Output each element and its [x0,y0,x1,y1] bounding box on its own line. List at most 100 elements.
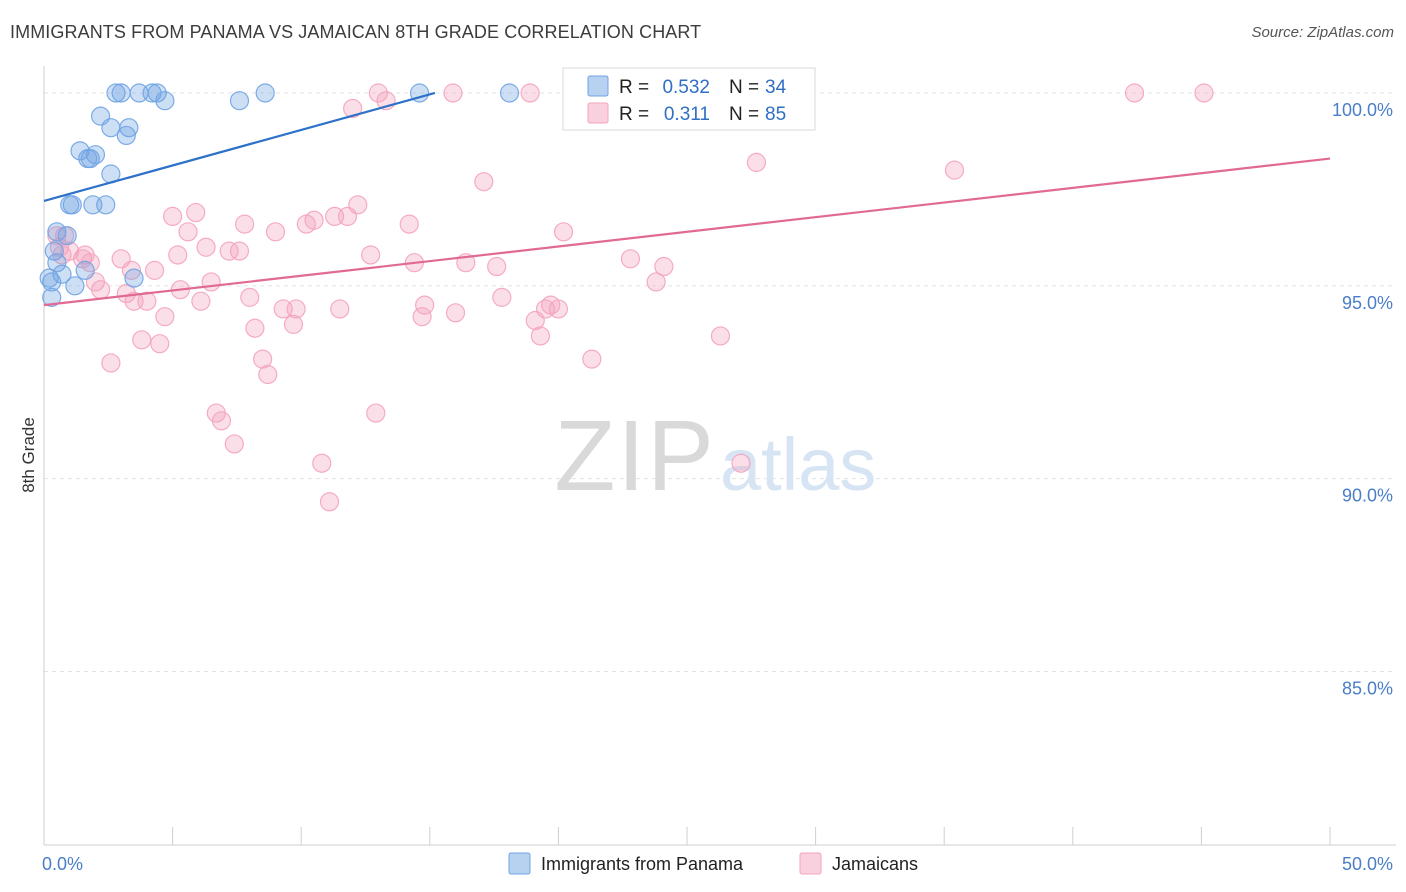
jamaican-point [90,280,111,300]
panama-point [70,141,90,161]
panama-point [147,83,167,103]
panama-point [96,195,116,215]
jamaican-point [646,272,666,292]
jamaican-point [746,152,767,173]
chart-source: Source: ZipAtlas.com [1251,24,1394,41]
legend-swatch [587,102,609,124]
trend-layer [43,91,1331,307]
jamaican-point [116,283,136,304]
jamaican-point [330,299,350,319]
watermark-atlas: atlas [720,423,876,506]
jamaican-point [654,256,674,277]
panama-point [52,264,72,284]
panama-point [47,253,67,273]
jamaican-point [443,83,463,103]
panama-point [42,287,62,307]
jamaican-point [219,241,239,261]
panama-point [44,241,64,261]
jamaican-point [343,98,363,119]
panama-point [47,222,67,242]
stat-r-label: R = [619,104,649,125]
jamaican-point [211,411,232,431]
grid-layer [44,92,1396,672]
jamaican-point [944,160,965,180]
jamaican-point [412,307,432,327]
jamaican-point [265,222,286,242]
jamaican-point [240,287,260,307]
panama-point [42,272,62,292]
watermark-zip: ZIP [554,400,716,512]
jamaican-point [201,272,221,292]
jamaican-point [520,83,540,103]
panama-point [80,148,100,169]
x-tick-label: 0.0% [42,854,83,874]
jamaican-point [163,206,183,227]
stat-r-value: 0.311 [664,104,710,125]
jamaican-point [168,245,188,265]
jamaican-point [487,256,507,277]
jamaican-point [366,403,386,423]
jamaican-point [155,307,175,327]
chart-title: IMMIGRANTS FROM PANAMA VS JAMAICAN 8TH G… [10,22,702,42]
stat-n-label: N = [729,104,759,125]
stat-r-value: 0.532 [662,77,710,98]
jamaican-point [229,241,250,261]
jamaican-point [235,214,255,234]
jamaican-point [399,214,419,234]
y-tick-label: 100.0% [1332,100,1393,120]
stat-n-value: 34 [765,77,787,98]
panama-point [229,91,250,111]
jamaican-point [553,222,574,242]
bottom-legend: Immigrants from Panama Jamaicans [508,852,918,875]
jamaican-point [319,492,340,512]
y-tick-label: 95.0% [1342,293,1393,313]
jamaican-point [1194,83,1214,103]
jamaican-point [191,291,211,311]
jamaican-point [283,314,304,334]
panama-point [75,260,95,280]
panama-point [57,226,77,246]
panama-point [65,276,85,296]
jamaican-point [548,299,569,319]
jamaican-point [312,453,332,473]
y-tick-label: 85.0% [1342,678,1393,698]
panama-point [111,83,131,103]
stat-n-value: 85 [765,104,786,125]
jamaican-point [245,318,265,338]
stat-n-label: N = [729,77,759,98]
jamaican-point [258,364,278,385]
jamaican-point [132,330,152,350]
jamaican-point [530,326,550,346]
jamaican-point [304,210,324,230]
jamaican-point [731,453,751,473]
jamaican-point [474,172,494,192]
jamaican-point [348,195,368,215]
jamaican-point [361,245,381,265]
jamaican-point [253,349,273,369]
points-layer [39,83,1214,512]
jamaican-point [710,326,731,346]
legend-label: Jamaicans [832,854,918,874]
jamaican-trend-line [43,157,1331,307]
panama-point [116,125,136,146]
jamaican-point [415,295,435,315]
panama-point [124,268,144,288]
panama-trend-line [43,91,436,203]
y-axis-label: 8th Grade [19,417,38,493]
jamaican-point [620,249,641,269]
watermark: ZIP atlas [554,400,876,512]
jamaican-point [49,237,70,257]
panama-point [106,83,126,103]
jamaican-point [582,349,602,369]
axes-layer: 100.0% 95.0% 90.0% 85.0% 0.0% 50.0% 8th Grade [19,66,1396,874]
jamaican-point [150,334,170,354]
jamaican-point [224,434,244,454]
panama-point [499,83,520,103]
legend-label: Immigrants from Panama [541,854,744,874]
jamaican-point [368,83,388,103]
jamaican-point [101,353,121,373]
jamaican-point [196,237,216,257]
legend-swatch [799,852,822,875]
